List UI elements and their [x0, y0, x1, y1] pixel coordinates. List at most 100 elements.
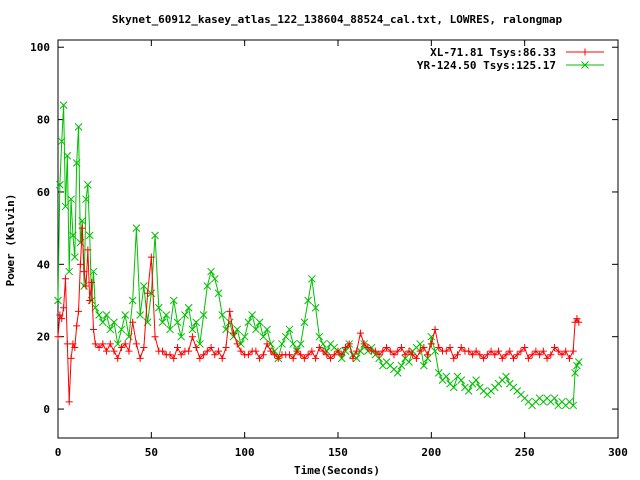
- data-point: [91, 340, 99, 348]
- data-point: [200, 351, 208, 359]
- data-point: [315, 344, 323, 352]
- data-point: [581, 61, 589, 69]
- data-point: [102, 311, 111, 319]
- data-point: [203, 347, 211, 355]
- plot-frame: [57, 39, 619, 439]
- data-point: [289, 354, 297, 362]
- data-point: [158, 318, 167, 327]
- data-point: [465, 347, 473, 355]
- data-point: [106, 325, 115, 334]
- data-point: [63, 151, 72, 160]
- data-point: [99, 340, 107, 348]
- data-point: [84, 246, 92, 254]
- data-point: [297, 351, 305, 359]
- data-point: [397, 361, 406, 370]
- data-point: [252, 325, 260, 334]
- data-point: [218, 311, 227, 319]
- data-point: [281, 332, 290, 341]
- data-point: [56, 180, 64, 189]
- data-point: [263, 340, 271, 348]
- data-point: [293, 347, 301, 355]
- data-point: [330, 351, 338, 359]
- data-point: [129, 318, 137, 326]
- data-point: [106, 340, 114, 348]
- data-point: [248, 311, 256, 319]
- x-tick-label: 250: [515, 446, 535, 459]
- data-point: [207, 344, 215, 352]
- data-point: [65, 267, 74, 276]
- data-point: [69, 231, 77, 240]
- data-point: [424, 351, 432, 359]
- data-point: [457, 344, 465, 352]
- data-point: [296, 340, 305, 348]
- data-point: [323, 351, 331, 359]
- data-point: [218, 354, 226, 362]
- data-point: [409, 351, 417, 359]
- data-point: [341, 347, 350, 356]
- data-point: [401, 351, 409, 359]
- data-point: [574, 358, 583, 366]
- data-point: [312, 354, 320, 362]
- data-point: [188, 333, 196, 341]
- y-tick-label: 40: [37, 258, 50, 271]
- data-point: [338, 351, 346, 359]
- data-point: [147, 289, 156, 298]
- data-point: [311, 303, 320, 312]
- series-group: [54, 101, 583, 410]
- data-point: [244, 318, 253, 327]
- data-point: [509, 354, 517, 362]
- data-point: [132, 224, 141, 232]
- data-point: [390, 351, 398, 359]
- data-point: [84, 180, 92, 189]
- data-point: [69, 340, 77, 348]
- data-point: [233, 325, 242, 334]
- data-point: [442, 372, 451, 381]
- data-point: [322, 347, 331, 356]
- data-point: [502, 351, 510, 359]
- series-layer: [54, 101, 583, 410]
- data-point: [128, 296, 137, 305]
- data-point: [113, 340, 122, 348]
- data-point: [89, 325, 97, 333]
- data-point: [375, 354, 383, 363]
- data-point: [550, 394, 559, 403]
- data-point: [341, 344, 349, 352]
- data-point: [300, 318, 309, 327]
- data-point: [154, 303, 163, 312]
- x-tick-label: 150: [328, 446, 348, 459]
- data-point: [464, 387, 473, 395]
- data-point: [214, 289, 223, 298]
- data-point: [319, 347, 327, 355]
- data-point: [434, 369, 443, 377]
- data-point: [136, 354, 144, 362]
- data-point: [61, 275, 69, 283]
- data-point: [480, 354, 488, 362]
- data-point: [442, 347, 450, 355]
- data-point: [412, 354, 420, 362]
- data-point: [360, 340, 368, 348]
- data-point: [244, 351, 252, 359]
- data-point: [457, 376, 466, 384]
- data-point: [121, 340, 129, 348]
- data-point: [483, 351, 491, 359]
- data-point: [240, 332, 249, 341]
- series-line: [57, 105, 580, 407]
- data-point: [196, 340, 204, 348]
- data-point: [416, 340, 424, 348]
- data-point: [203, 282, 212, 290]
- data-point: [211, 351, 219, 359]
- data-point: [166, 325, 174, 334]
- data-point: [58, 315, 66, 323]
- data-point: [502, 372, 510, 381]
- data-point: [575, 318, 583, 326]
- data-point: [487, 347, 495, 355]
- data-point: [405, 347, 413, 355]
- data-point: [453, 351, 461, 359]
- data-point: [59, 101, 68, 109]
- data-point: [379, 347, 387, 355]
- data-point: [573, 315, 581, 323]
- data-point: [274, 354, 282, 362]
- data-point: [491, 351, 499, 359]
